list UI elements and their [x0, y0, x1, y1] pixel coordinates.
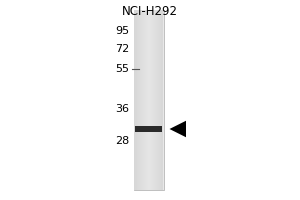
Bar [145, 10, 146, 190]
Bar [140, 10, 141, 190]
Bar [144, 10, 145, 190]
Text: 72: 72 [115, 44, 129, 54]
Bar [143, 10, 144, 190]
Bar [142, 10, 143, 190]
Bar [141, 10, 142, 190]
Bar [148, 10, 149, 190]
Text: NCI-H292: NCI-H292 [122, 5, 178, 18]
Text: 55: 55 [115, 64, 129, 74]
Bar [152, 10, 153, 190]
Bar [157, 10, 158, 190]
Bar [136, 10, 137, 190]
Bar [147, 10, 148, 190]
Bar [134, 10, 164, 190]
Bar [135, 10, 136, 190]
Bar [156, 10, 157, 190]
Bar [161, 10, 162, 190]
Bar [150, 10, 151, 190]
Text: 36: 36 [115, 104, 129, 114]
Text: 28: 28 [115, 136, 129, 146]
Bar [162, 10, 163, 190]
Bar [163, 10, 164, 190]
Bar [159, 10, 160, 190]
Bar [160, 10, 161, 190]
Bar [154, 10, 155, 190]
Bar [149, 10, 150, 190]
Bar [146, 10, 147, 190]
Bar [135, 126, 162, 132]
Polygon shape [169, 121, 186, 137]
Bar [151, 10, 152, 190]
Bar [138, 10, 139, 190]
Bar [155, 10, 156, 190]
Bar [134, 10, 135, 190]
Text: 95: 95 [115, 26, 129, 36]
Bar [153, 10, 154, 190]
Bar [139, 10, 140, 190]
Bar [158, 10, 159, 190]
Bar [137, 10, 138, 190]
